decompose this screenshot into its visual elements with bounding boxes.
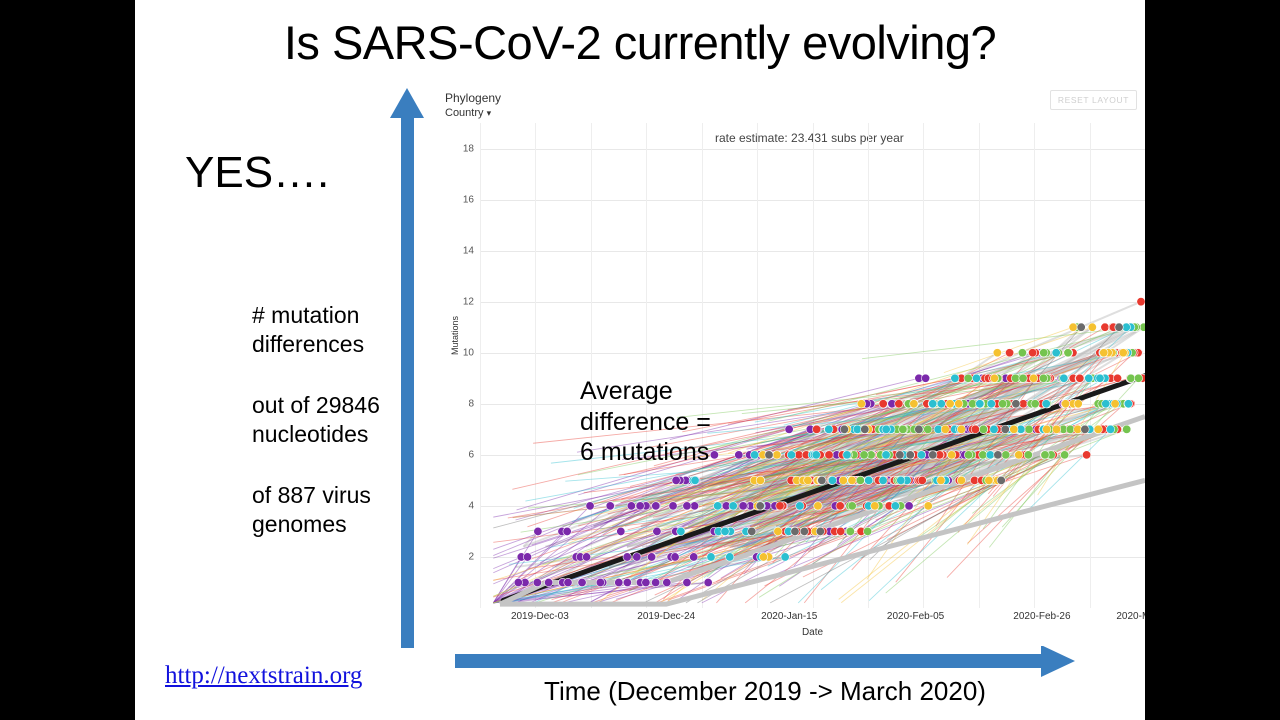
- x-tick: 2019-Dec-03: [510, 611, 569, 622]
- x-tick: 2019-Dec-24: [637, 611, 696, 622]
- x-tick: 2020-Mar-18: [1116, 611, 1145, 622]
- page-title: Is SARS-CoV-2 currently evolving?: [283, 16, 997, 69]
- chevron-down-icon: ▾: [486, 108, 492, 118]
- gridline-v: [1089, 123, 1091, 608]
- gridline-v: [757, 123, 759, 608]
- gridline-v: [978, 123, 980, 608]
- caption-genomes: of 887 virus genomes: [252, 482, 371, 538]
- arrow-head-right: [1041, 645, 1075, 677]
- rate-estimate-annotation: rate estimate: 23.431 subs per year: [715, 131, 904, 145]
- nextstrain-chart-panel: Phylogeny Country ▾ RESET LAYOUT rate es…: [440, 86, 1145, 646]
- gridline-v: [590, 123, 592, 608]
- arrow-head-up: [390, 88, 424, 118]
- panel-title: Phylogeny: [445, 91, 502, 105]
- x-tick: 2020-Jan-15: [761, 611, 818, 622]
- gridline-v: [1034, 123, 1036, 608]
- color-by-selector[interactable]: Country ▾: [445, 107, 491, 119]
- reset-layout-button[interactable]: RESET LAYOUT: [1049, 90, 1137, 110]
- horizontal-arrow-icon: [455, 645, 1075, 677]
- average-line-0: Average: [580, 377, 673, 405]
- time-axis-caption: Time (December 2019 -> March 2020): [544, 676, 986, 706]
- y-tick: 12: [462, 296, 474, 308]
- y-tick: 18: [462, 143, 474, 155]
- caption-nucleotides: out of 29846 nucleotides: [252, 392, 380, 448]
- x-axis-label: Date: [801, 627, 824, 638]
- scatter-canvas: [492, 297, 1145, 607]
- slide-canvas: Is SARS-CoV-2 currently evolving? YES…. …: [135, 0, 1145, 720]
- answer-text: YES….: [185, 148, 330, 197]
- x-tick: 2020-Feb-05: [886, 611, 945, 622]
- color-by-label: Country: [445, 107, 484, 119]
- letterbox-left: [0, 0, 135, 720]
- y-axis-label: Mutations: [450, 315, 460, 355]
- y-tick: 14: [462, 245, 474, 257]
- gridline-v: [923, 123, 925, 608]
- average-line-2: 6 mutations: [580, 438, 710, 466]
- letterbox-right: [1145, 0, 1280, 720]
- gridline-v: [646, 123, 648, 608]
- y-tick: 2: [468, 551, 474, 563]
- arrow-shaft-vertical: [401, 116, 414, 648]
- x-tick: 2020-Feb-26: [1013, 611, 1071, 622]
- gridline-v: [867, 123, 869, 608]
- caption-mutation-differences: # mutation differences: [252, 302, 365, 358]
- y-tick: 8: [468, 398, 474, 410]
- plot-area[interactable]: rate estimate: 23.431 subs per year Muta…: [450, 123, 1145, 638]
- gridline-v: [480, 123, 481, 608]
- y-tick: 4: [468, 500, 474, 512]
- gridline-v: [535, 123, 537, 608]
- average-difference-annotation: Average difference = 6 mutations: [580, 376, 711, 468]
- y-tick: 10: [462, 347, 474, 359]
- y-tick: 6: [468, 449, 474, 461]
- vertical-arrow-icon: [390, 88, 424, 648]
- gridline-v: [701, 123, 703, 608]
- arrow-shaft-horizontal: [455, 654, 1041, 668]
- average-line-1: difference =: [580, 407, 711, 436]
- nextstrain-link[interactable]: http://nextstrain.org: [165, 662, 363, 689]
- y-tick: 16: [462, 194, 474, 206]
- gridline-v: [812, 123, 814, 608]
